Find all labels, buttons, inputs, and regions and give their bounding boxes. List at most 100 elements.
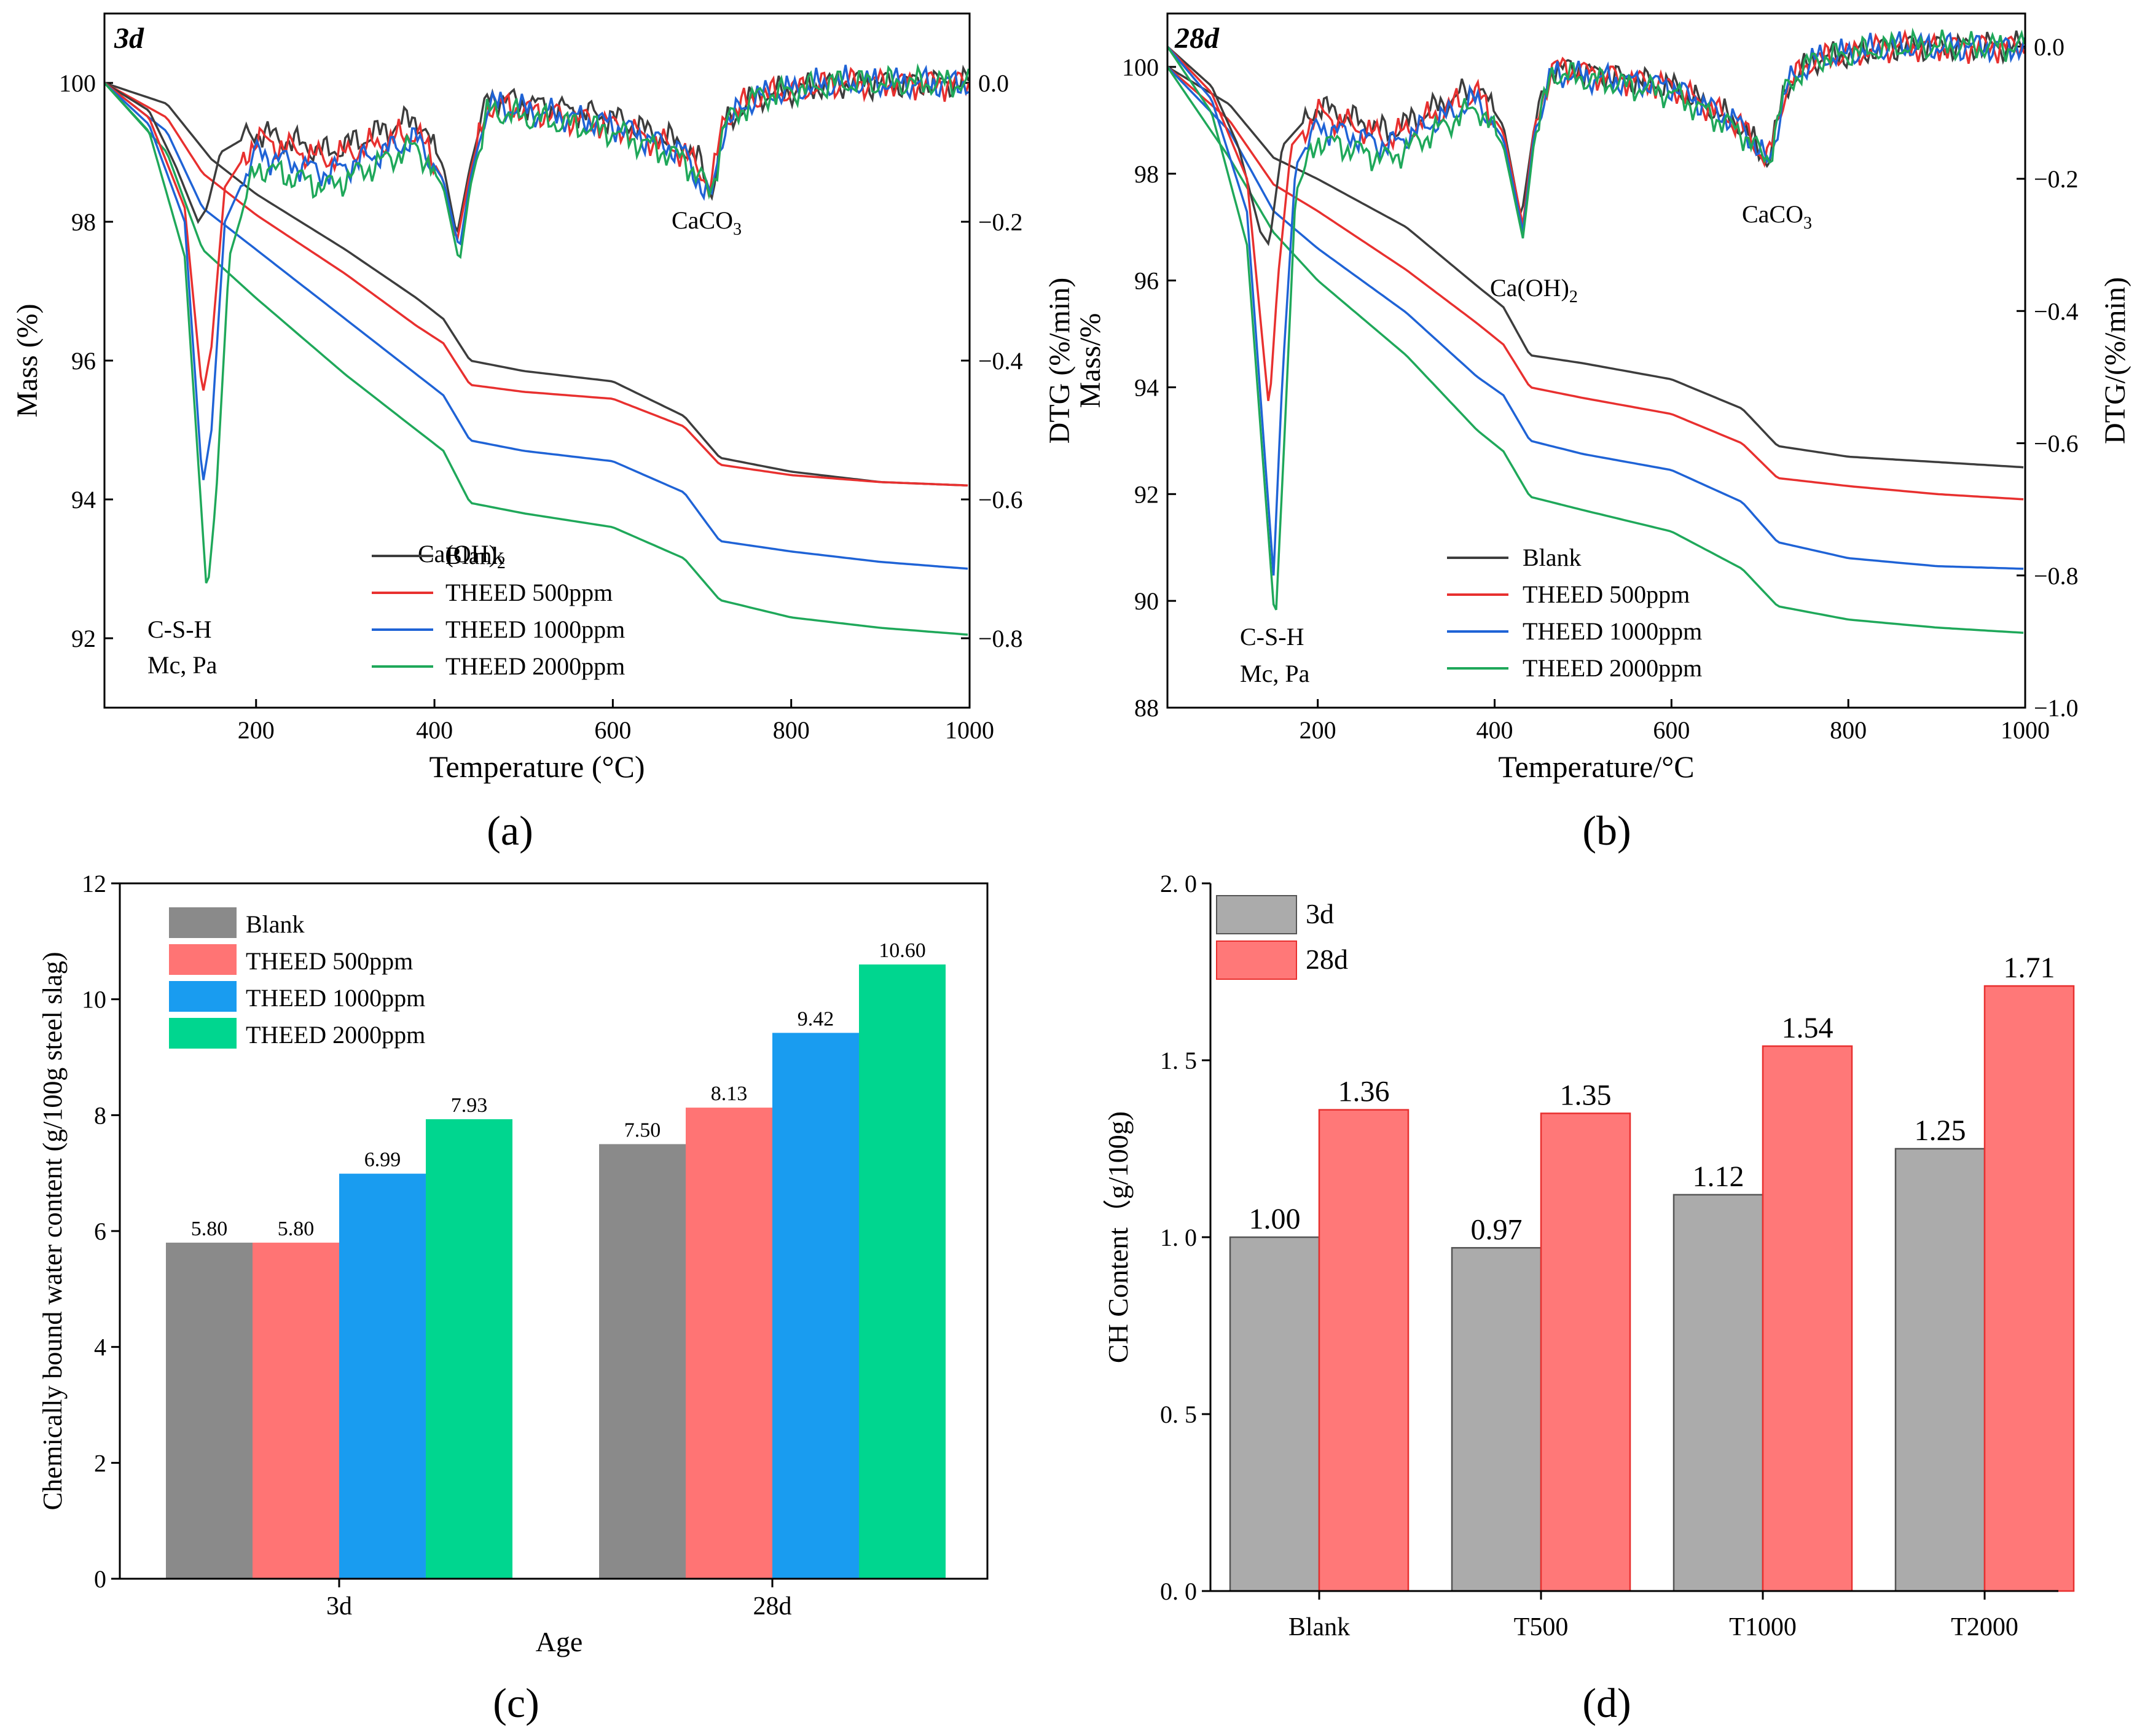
panel-a-ytick-label: 94 [71,486,96,514]
panel-b-dtg-line-t1000 [1166,31,2026,576]
panel-c-ytick-label: 0 [94,1565,106,1593]
panel-a-legend: Blank THEED 500ppm THEED 1000ppm THEED 2… [372,542,625,680]
panel-b-annot-mcpa: Mc, Pa [1240,660,1310,687]
panel-b-ytick-label: 94 [1134,373,1159,401]
panel-b-dtg-line-t2000 [1166,27,2026,611]
panel-c-xtick-label: 3d [326,1592,352,1621]
panel-c-ytick-label: 10 [82,986,106,1014]
panel-c-legend: Blank THEED 500ppm THEED 1000ppm THEED 2… [169,907,425,1049]
panel-a-mass-line-t1000 [103,82,968,570]
panel-c: 0 2 4 6 8 10 12 3d 5.80 5.80 6.99 7.93 28d 7.50 8.13 9.… [37,870,989,1726]
panel-d-ytick-label: 1. 0 [1160,1224,1197,1251]
panel-b-ytick-label: 98 [1134,160,1159,188]
panel-c-ylabel: Chemically bound water content (g/100g s… [37,952,68,1510]
panel-b-ytick-label: 96 [1134,267,1159,295]
panel-b-mass-line-t2000 [1166,66,2024,634]
panel-a-ytick-label: 100 [59,69,96,97]
panel-b-title: 28d [1174,22,1220,55]
panel-a-xtick-label: 200 [238,716,275,744]
panel-c-ytick-label: 4 [94,1334,106,1361]
panel-c-ytick-label: 8 [94,1101,106,1129]
panel-c-ytick-label: 12 [82,870,106,897]
panel-a: 200 400 600 800 1000 92 94 96 98 100 −0.8 −0.6 −0.4 −… [11,12,1076,854]
panel-b-legend: Blank THEED 500ppm THEED 1000ppm THEED 2… [1447,544,1702,682]
panel-d-bar-label: 1.54 [1782,1012,1833,1044]
panel-d-bar-label: 1.35 [1560,1079,1612,1111]
panel-c-legend-swatch-blank [169,907,237,938]
panel-c-label: (c) [493,1679,539,1726]
panel-b-xtick-label: 400 [1476,716,1513,744]
panel-b-y2tick-label: −0.8 [2034,562,2079,590]
panel-c-xlabel: Age [536,1626,583,1657]
panel-c-ytick-label: 6 [94,1218,106,1245]
panel-c-legend-t1000: THEED 1000ppm [246,984,425,1012]
panel-a-y2tick-label: −0.2 [978,208,1023,236]
panel-c-bar-t1000-28d [772,1033,859,1579]
panel-b-y2tick-label: −0.2 [2034,165,2079,193]
panel-c-legend-swatch-t500 [169,944,237,975]
panel-a-dtg-line-blank [104,65,970,235]
panel-a-dtg-line-t2000 [103,63,970,584]
panel-a-mass-line-t2000 [103,82,968,636]
panel-b-legend-t500: THEED 500ppm [1523,581,1690,608]
panel-d: 0. 0 0. 5 1. 0 1. 5 2. 0 Blank 1.00 1.36 T500 0.9… [1102,870,2075,1726]
panel-c-ytick-label: 2 [94,1449,106,1477]
panel-b-legend-t2000: THEED 2000ppm [1523,654,1702,682]
panel-a-legend-t2000: THEED 2000ppm [445,652,625,680]
panel-d-ytick-label: 2. 0 [1160,870,1197,897]
panel-d-xtick-label: T1000 [1729,1613,1797,1641]
panel-b-dtg-line-blank [1166,30,2025,246]
panel-b-frame [1166,12,2026,709]
panel-b-ytick-label: 100 [1122,53,1159,81]
panel-a-xtick-label: 600 [594,716,631,744]
panel-d-bar-label: 0.97 [1471,1213,1523,1246]
panel-b-xtick-label: 600 [1653,716,1690,744]
panel-c-bar-t2000-28d [859,964,946,1579]
panel-b-annot-caoh: Ca(OH)2 [1490,274,1578,307]
panel-b-annot-caco3: CaCO3 [1742,200,1812,233]
panel-b-legend-t1000: THEED 1000ppm [1523,617,1702,645]
panel-c-legend-t2000: THEED 2000ppm [246,1021,425,1049]
panel-d-legend-3d: 3d [1306,898,1334,929]
panel-a-xlabel: Temperature (°C) [429,749,645,784]
panel-b-xtick-label: 1000 [2001,716,2050,744]
panel-d-ytick-label: 0. 5 [1160,1401,1197,1428]
panel-b-annot-csh: C-S-H [1240,623,1304,651]
panel-a-annot-mcpa: Mc, Pa [147,651,218,679]
panel-c-plot: 0 2 4 6 8 10 12 3d 5.80 5.80 6.99 7.93 28d 7.50 8.13 9.… [82,870,946,1621]
panel-b-plot: 200 400 600 800 1000 88 90 92 94 96 98 100 −1.0 −0.8 −… [1122,27,2079,744]
panel-d-legend-28d: 28d [1306,944,1348,975]
panel-b-xtick-label: 200 [1300,716,1336,744]
panel-d-xtick-label: T500 [1514,1613,1569,1641]
panel-d-ytick-label: 0. 0 [1160,1578,1197,1605]
panel-a-annot-caco3: CaCO3 [672,206,742,239]
panel-a-y2tick-label: −0.4 [978,347,1023,375]
panel-b-y2tick-label: 0.0 [2034,33,2065,61]
panel-c-bar-label: 8.13 [711,1082,748,1105]
panel-a-y2tick-label: 0.0 [978,69,1009,97]
panel-c-xtick-label: 28d [753,1592,792,1621]
panel-a-y2tick-label: −0.8 [978,625,1023,652]
panel-c-bar-blank-28d [599,1144,686,1579]
panel-b-y2label: DTG/(%/min) [2099,277,2131,444]
panel-b-ylabel: Mass/% [1074,313,1107,409]
panel-d-bar-28d-T2000 [1983,985,2075,1592]
panel-a-y2label: DTG (%/min) [1043,278,1076,444]
panel-b-xtick-label: 800 [1830,716,1867,744]
panel-c-bar-label: 10.60 [879,939,926,962]
panel-a-plot: 200 400 600 800 1000 92 94 96 98 100 −0.8 −0.6 −0.4 −… [59,63,1023,744]
panel-b-mass-line-blank [1167,66,2024,469]
panel-a-xtick-label: 1000 [945,716,994,744]
panel-a-ytick-label: 96 [71,347,96,375]
panel-b-ytick-label: 92 [1134,480,1159,508]
panel-c-legend-blank: Blank [246,910,305,938]
panel-b-mass-line-t1000 [1166,66,2024,570]
panel-d-plot: 0. 0 0. 5 1. 0 1. 5 2. 0 Blank 1.00 1.36 T500 0.9… [1160,870,2075,1641]
panel-d-bar-3d-Blank [1229,1236,1320,1592]
panel-a-frame [103,12,971,709]
panel-d-bar-28d-T500 [1540,1112,1631,1592]
panel-d-ytick-label: 1. 5 [1160,1047,1197,1074]
panel-a-title: 3d [114,22,144,55]
panel-d-bar-3d-T2000 [1894,1148,1986,1592]
